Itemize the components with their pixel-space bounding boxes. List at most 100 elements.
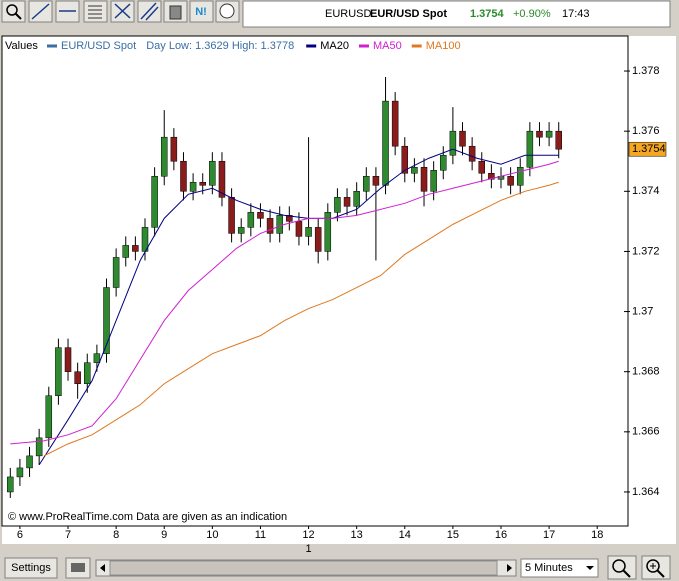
quote-change: +0.90% [513, 8, 551, 20]
legend-entry: MA100 [426, 40, 461, 52]
zoom-in-button[interactable] [641, 555, 671, 580]
candle-body [151, 176, 158, 228]
x-tick-label: 17 [543, 529, 555, 541]
fibo-icon [88, 5, 102, 19]
candle-body [382, 100, 389, 186]
news-label: N! [195, 6, 207, 18]
candle-body [555, 130, 562, 150]
y-tick-label: 1.372 [632, 245, 660, 257]
zoom-icon [14, 12, 22, 20]
x-tick-label: 13 [351, 529, 363, 541]
plot-frame [1, 35, 629, 527]
candle-body [45, 395, 53, 439]
candle-body [180, 160, 187, 192]
plot [7, 77, 562, 498]
candle-body [257, 212, 264, 219]
settings-button[interactable] [4, 557, 58, 579]
candle-body [372, 176, 380, 186]
toolbar: N! EURUSD EUR/USD Spot 1.3754 +0.90% 17:… [1, 0, 671, 28]
candle-body [170, 136, 178, 162]
candle-body [363, 176, 370, 192]
candle-body [334, 197, 341, 213]
quote-price: 1.3754 [470, 8, 505, 20]
candle-body [440, 154, 447, 171]
news-tool[interactable] [189, 0, 214, 23]
candle-body [228, 197, 235, 234]
candle-body [536, 130, 543, 138]
candle-body [237, 227, 245, 234]
arrows-icon [114, 3, 131, 19]
candle-body [189, 182, 197, 192]
candle-body [64, 347, 72, 372]
candle-body [430, 170, 437, 192]
x-tick-label: 7 [65, 529, 71, 541]
zoom-in-icon [656, 569, 665, 578]
zoom-in-icon [646, 559, 660, 573]
candle-body [324, 212, 332, 252]
candle-body [103, 287, 110, 354]
legend-entry: EUR/USD Spot [61, 40, 136, 52]
timeframe-label: 5 Minutes [525, 562, 573, 574]
candle-body [488, 173, 495, 180]
ma-line [43, 181, 559, 457]
candle-body [74, 371, 81, 384]
y-tick-label: 1.374 [632, 185, 660, 197]
candle-body [507, 176, 514, 186]
ma-line [10, 160, 559, 445]
x-tick-label: 12 [302, 529, 314, 541]
candle-body [247, 212, 255, 228]
quote-box [242, 0, 671, 28]
zoom-icon [6, 4, 18, 16]
x-tick-label: 10 [206, 529, 218, 541]
fibo-tool[interactable] [83, 0, 108, 23]
scroll-thumb[interactable] [109, 560, 498, 576]
candle-body [160, 136, 168, 177]
timeframe-select[interactable] [520, 558, 599, 578]
candle-body [295, 221, 303, 237]
candle-body [516, 166, 524, 186]
candle-body [420, 166, 428, 192]
candle-body [343, 197, 351, 207]
candle-body [449, 130, 457, 156]
day-range: Day Low: 1.3629 High: 1.3778 [146, 40, 294, 52]
trash-icon [169, 5, 182, 20]
quote-time: 17:43 [562, 8, 590, 20]
channel-icon [140, 2, 159, 21]
candle-body [468, 145, 476, 162]
footer-note: © www.ProRealTime.com Data are given as … [8, 511, 287, 523]
candle-body [276, 215, 283, 234]
candle-body [314, 227, 322, 252]
last-price-box [628, 141, 667, 157]
x-tick-label: 6 [17, 529, 23, 541]
candle-body [122, 245, 130, 258]
legend-entry: MA50 [373, 40, 402, 52]
zoom-tool[interactable] [1, 0, 26, 23]
legend-label: Values [5, 40, 38, 52]
x-tick-label: 15 [447, 529, 459, 541]
candle-body [526, 130, 534, 168]
x-tick-label: 8 [113, 529, 119, 541]
x-tick-label: 11 [255, 529, 266, 541]
x-tick-label: 14 [399, 529, 411, 541]
x-tick-label: 18 [591, 529, 603, 541]
y-tick-label: 1.376 [632, 125, 660, 137]
candle-body [218, 160, 226, 198]
y-tick-label: 1.368 [632, 366, 660, 378]
candle-body [26, 455, 33, 469]
candle-body [353, 191, 360, 207]
quote-symbol: EURUSD [325, 8, 372, 20]
candle-body [209, 160, 216, 186]
settings-label: Settings [11, 562, 51, 574]
legend-entry: MA20 [320, 40, 349, 52]
zoom-out-button[interactable] [607, 555, 637, 580]
y-tick-label: 1.364 [632, 486, 660, 498]
x-day-label: 1 [305, 543, 311, 555]
candle-body [266, 218, 274, 234]
candle-body [112, 257, 120, 288]
help-icon [219, 3, 235, 19]
trendline-icon [31, 3, 50, 20]
candle-body [199, 182, 206, 186]
candle-body [391, 100, 399, 147]
candle-body [55, 347, 62, 396]
